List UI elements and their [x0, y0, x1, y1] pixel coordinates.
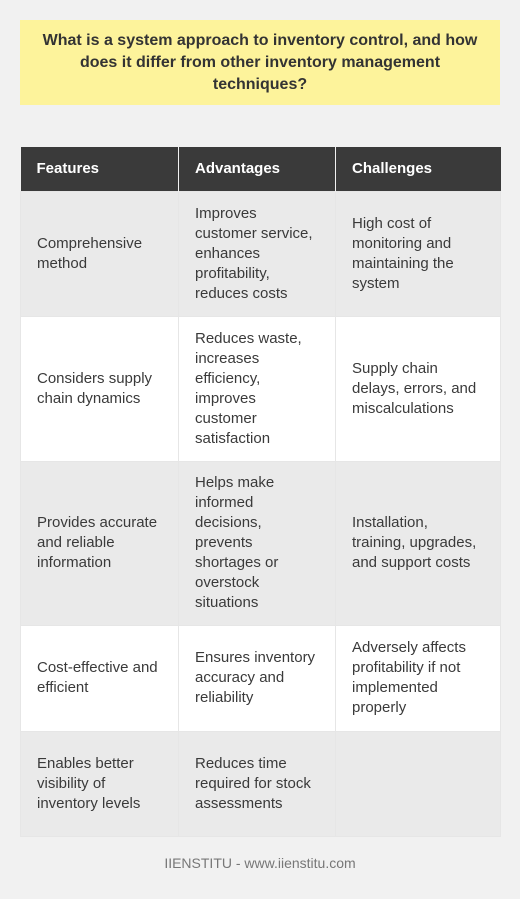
header-challenges: Challenges [335, 147, 501, 191]
table-header-row: Features Advantages Challenges [20, 147, 501, 191]
feature-cell: Enables better visibility of inventory l… [20, 730, 179, 837]
header-advantages: Advantages [178, 147, 336, 191]
title-banner: What is a system approach to inventory c… [20, 20, 500, 105]
advantage-cell: Reduces waste, increases efficiency, imp… [178, 315, 336, 462]
feature-cell: Comprehensive method [20, 190, 179, 317]
advantage-cell: Ensures inventory accuracy and reliabili… [178, 624, 336, 732]
challenge-cell: High cost of monitoring and maintaining … [335, 190, 501, 317]
challenge-cell: Installation, training, upgrades, and su… [335, 460, 501, 626]
table-row: Enables better visibility of inventory l… [20, 730, 501, 837]
feature-cell: Cost-effective and efficient [20, 624, 179, 732]
challenge-cell: Supply chain delays, errors, and miscalc… [335, 315, 501, 462]
table-row: Cost-effective and efficient Ensures inv… [20, 624, 501, 732]
page-title: What is a system approach to inventory c… [42, 31, 478, 93]
advantage-cell: Reduces time required for stock assessme… [178, 730, 336, 837]
footer-credit: IIENSTITU - www.iienstitu.com [164, 855, 356, 871]
advantage-cell: Improves customer service, enhances prof… [178, 190, 336, 317]
advantage-cell: Helps make informed decisions, prevents … [178, 460, 336, 626]
table-row: Comprehensive method Improves customer s… [20, 190, 501, 317]
feature-cell: Provides accurate and reliable informati… [20, 460, 179, 626]
challenge-cell: Adversely affects profitability if not i… [335, 624, 501, 732]
comparison-table: Features Advantages Challenges Comprehen… [20, 147, 501, 837]
table-row: Provides accurate and reliable informati… [20, 460, 501, 626]
table-row: Considers supply chain dynamics Reduces … [20, 315, 501, 462]
challenge-cell [335, 730, 501, 837]
feature-cell: Considers supply chain dynamics [20, 315, 179, 462]
header-features: Features [20, 147, 179, 191]
